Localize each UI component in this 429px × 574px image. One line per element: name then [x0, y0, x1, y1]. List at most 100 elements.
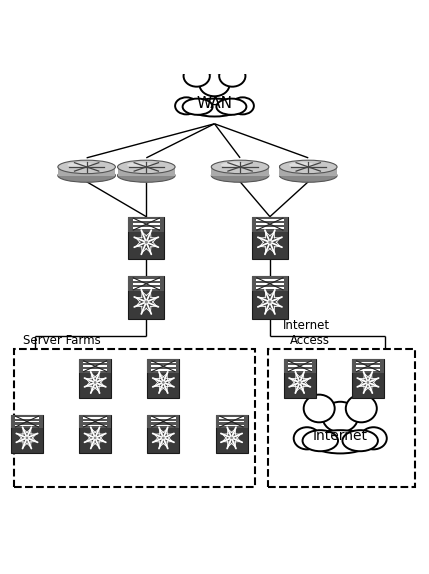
- Bar: [284, 359, 316, 398]
- Bar: [287, 362, 312, 363]
- Ellipse shape: [118, 160, 175, 173]
- Text: WAN: WAN: [196, 96, 233, 111]
- Bar: [83, 417, 107, 418]
- Bar: [133, 219, 160, 221]
- Bar: [79, 359, 111, 398]
- Ellipse shape: [67, 162, 93, 168]
- Bar: [252, 216, 288, 259]
- Bar: [151, 425, 175, 426]
- Circle shape: [162, 436, 165, 440]
- Ellipse shape: [289, 162, 314, 168]
- Bar: [83, 369, 107, 371]
- Circle shape: [94, 381, 97, 384]
- Bar: [219, 421, 244, 422]
- Bar: [128, 276, 164, 319]
- Bar: [151, 366, 175, 367]
- Bar: [133, 227, 160, 229]
- Bar: [128, 276, 164, 291]
- Bar: [284, 359, 316, 373]
- Bar: [219, 417, 244, 418]
- Ellipse shape: [360, 427, 387, 449]
- Bar: [151, 362, 175, 363]
- Bar: [83, 362, 107, 363]
- Bar: [128, 216, 164, 231]
- Bar: [151, 421, 175, 422]
- Circle shape: [298, 381, 302, 384]
- Bar: [83, 425, 107, 426]
- Bar: [118, 165, 175, 176]
- Bar: [133, 287, 160, 289]
- Bar: [79, 359, 111, 373]
- Ellipse shape: [294, 427, 320, 449]
- Ellipse shape: [175, 98, 198, 114]
- Ellipse shape: [211, 169, 269, 183]
- Bar: [256, 283, 284, 285]
- FancyBboxPatch shape: [14, 349, 255, 487]
- Bar: [356, 366, 380, 367]
- Bar: [219, 425, 244, 426]
- Bar: [356, 362, 380, 363]
- Bar: [79, 415, 111, 428]
- Bar: [15, 421, 39, 422]
- Ellipse shape: [189, 99, 240, 117]
- Ellipse shape: [346, 394, 377, 422]
- Circle shape: [230, 436, 233, 440]
- Bar: [15, 425, 39, 426]
- Bar: [256, 219, 284, 221]
- Bar: [148, 359, 179, 373]
- Bar: [287, 369, 312, 371]
- Circle shape: [144, 300, 148, 304]
- Bar: [11, 415, 43, 453]
- Ellipse shape: [184, 65, 210, 87]
- Ellipse shape: [342, 430, 378, 451]
- Ellipse shape: [280, 160, 337, 173]
- Circle shape: [162, 381, 165, 384]
- Bar: [15, 417, 39, 418]
- Ellipse shape: [304, 394, 335, 422]
- Bar: [215, 415, 248, 453]
- Bar: [287, 366, 312, 367]
- Bar: [256, 227, 284, 229]
- Bar: [252, 276, 288, 319]
- Text: Internet
Access: Internet Access: [283, 319, 330, 347]
- Text: Server Farms: Server Farms: [23, 333, 100, 347]
- Bar: [215, 415, 248, 428]
- Text: Internet: Internet: [313, 429, 368, 443]
- Bar: [58, 165, 115, 176]
- Bar: [256, 279, 284, 281]
- Bar: [252, 276, 288, 291]
- Bar: [356, 369, 380, 371]
- Ellipse shape: [58, 160, 115, 173]
- Circle shape: [94, 436, 97, 440]
- Ellipse shape: [280, 169, 337, 183]
- Bar: [151, 369, 175, 371]
- Ellipse shape: [211, 160, 269, 173]
- Bar: [352, 359, 384, 398]
- Ellipse shape: [118, 169, 175, 183]
- Ellipse shape: [219, 65, 245, 87]
- Bar: [83, 421, 107, 422]
- Ellipse shape: [323, 402, 358, 432]
- Ellipse shape: [302, 430, 338, 451]
- Bar: [280, 165, 337, 176]
- Ellipse shape: [127, 162, 153, 168]
- Ellipse shape: [221, 162, 247, 168]
- Bar: [133, 283, 160, 285]
- Ellipse shape: [199, 73, 230, 96]
- FancyBboxPatch shape: [268, 349, 415, 487]
- Circle shape: [366, 381, 370, 384]
- Bar: [256, 223, 284, 225]
- Ellipse shape: [183, 99, 213, 115]
- Bar: [148, 359, 179, 398]
- Bar: [352, 359, 384, 373]
- Bar: [148, 415, 179, 428]
- Bar: [133, 279, 160, 281]
- Bar: [148, 415, 179, 453]
- Bar: [151, 417, 175, 418]
- Bar: [79, 415, 111, 453]
- Ellipse shape: [216, 99, 246, 115]
- Bar: [256, 287, 284, 289]
- Bar: [11, 415, 43, 428]
- Ellipse shape: [310, 430, 371, 453]
- Ellipse shape: [231, 98, 254, 114]
